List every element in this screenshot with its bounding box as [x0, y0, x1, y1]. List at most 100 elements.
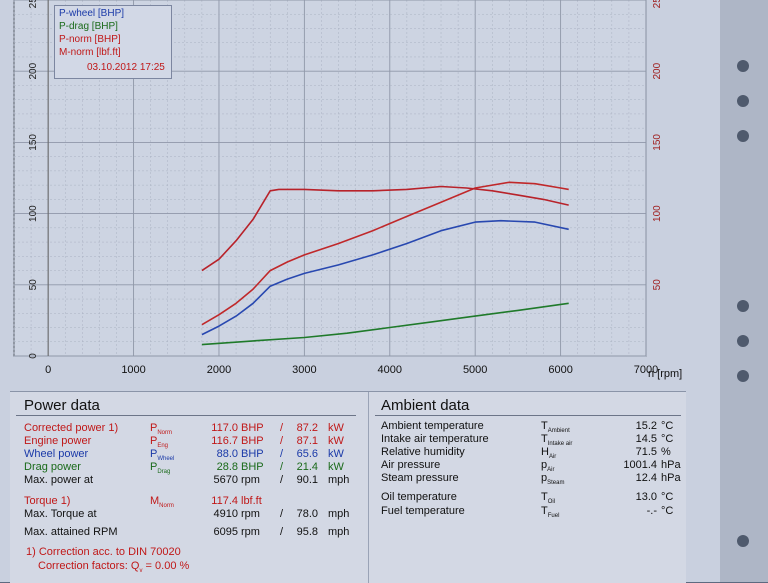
ambient-row: Intake air temperature TIntake air 14.5 °C: [369, 433, 687, 447]
power-row-symbol: PNorm: [150, 422, 172, 436]
ambient-symbol-sub: Air: [548, 454, 557, 461]
ambient-row-label: Air pressure: [381, 459, 441, 471]
power-row-label: Max. Torque at: [24, 508, 97, 520]
legend-entry-p-drag: P-drag [BHP]: [59, 21, 118, 32]
perforated-margin: [720, 0, 768, 582]
ambient-row-unit: °C: [661, 433, 674, 445]
power-row: Engine power PEng 116.7 BHP / 87.1 kW: [10, 435, 364, 449]
ambient-row-unit: °C: [661, 420, 674, 432]
data-tables: Power data Corrected power 1) PNorm 117.0 B…: [10, 391, 686, 583]
power-row-separator: /: [280, 461, 284, 473]
ambient-row-unit: °C: [661, 491, 674, 503]
power-row-unit: rpm: [241, 526, 260, 538]
power-row-separator: /: [280, 448, 284, 460]
power-row: Torque 1) MNorm 117.4 lbf.ft: [10, 495, 364, 510]
correction-factor-value: = 0.00 %: [145, 560, 190, 572]
power-row-separator: /: [280, 422, 284, 434]
power-row-value: 117.4: [211, 495, 238, 507]
ambient-row-label: Ambient temperature: [381, 420, 484, 432]
y-tick-label-left: 150: [28, 134, 39, 151]
ambient-symbol-letter: T: [541, 505, 548, 517]
ambient-header-rule: [375, 415, 681, 416]
ambient-symbol-sub: Ambient: [547, 428, 570, 435]
ambient-row-label: Fuel temperature: [381, 505, 465, 517]
ambient-row: Relative humidity HAir 71.5%: [369, 446, 687, 461]
power-row-unit-2: kW: [328, 461, 344, 473]
legend-entry-m-norm: M-norm [lbf.ft]: [59, 47, 121, 58]
y-tick-label-left: 50: [28, 279, 39, 291]
ambient-row-value: 12.4: [635, 472, 657, 484]
y-tick-label-right: 150: [652, 134, 663, 151]
ambient-symbol-letter: p: [541, 472, 548, 484]
power-row-value-2: 78.0: [296, 508, 318, 520]
power-row-unit: rpm: [241, 508, 260, 520]
perforation-hole: [737, 130, 749, 142]
chart-series: [201, 181, 569, 346]
power-symbol-sub: Drag: [157, 469, 171, 476]
perforation-hole: [737, 370, 749, 382]
ambient-symbol-letter: T: [541, 433, 548, 445]
ambient-row: Oil temperature TOil 13.0 °C: [369, 491, 687, 505]
power-row-unit-2: mph: [328, 474, 350, 486]
series-line-p-drag-bhp: [201, 302, 569, 346]
series-line-m-norm-lbf-ft: [201, 185, 569, 272]
power-row-unit: BHP: [241, 448, 264, 460]
power-row-label: Wheel power: [24, 448, 89, 460]
power-symbol-letter: P: [150, 422, 158, 434]
power-row-value-2: 21.4: [296, 461, 318, 473]
power-row-value-2: 87.2: [296, 422, 318, 434]
series-line-p-norm-bhp: [201, 181, 569, 326]
power-row-separator: /: [280, 474, 284, 486]
ambient-row-unit: %: [661, 446, 671, 458]
x-tick-label: 4000: [378, 364, 402, 376]
y-tick-label-left: 0: [28, 353, 39, 359]
x-tick-label: 0: [45, 364, 51, 376]
power-row-value: 6095: [213, 526, 238, 538]
power-row-unit-2: kW: [328, 435, 344, 447]
power-row-value-2: 65.6: [296, 448, 318, 460]
power-symbol-letter: P: [150, 461, 158, 473]
power-row-label: Corrected power 1): [24, 422, 119, 434]
power-data-panel: Power data Corrected power 1) PNorm 117.0 B…: [10, 392, 364, 583]
power-row-label: Engine power: [24, 435, 92, 447]
power-symbol-sub: Norm: [157, 430, 173, 437]
power-row-unit-2: kW: [328, 422, 344, 434]
ambient-data-title: Ambient data: [381, 397, 470, 414]
series-line-p-wheel-bhp: [201, 219, 569, 336]
ambient-row-unit: hPa: [661, 472, 681, 484]
power-symbol-sub: Norm: [159, 503, 174, 510]
power-symbol-letter: P: [150, 448, 158, 460]
perforation-hole: [737, 335, 749, 347]
ambient-row-symbol: TFuel: [541, 505, 559, 519]
ambient-row-value: 14.5: [635, 433, 657, 445]
power-row-unit-2: kW: [328, 448, 344, 460]
ambient-symbol-letter: T: [541, 420, 548, 432]
y-tick-label-left: 250: [28, 0, 39, 8]
power-row-value: 5670: [213, 474, 238, 486]
power-row-unit: rpm: [241, 474, 260, 486]
y-tick-label-right: 50: [652, 279, 663, 291]
power-row-symbol: PWheel: [150, 448, 174, 462]
ambient-row-label: Oil temperature: [381, 491, 457, 503]
power-data-title: Power data: [24, 397, 100, 414]
power-row: Max. attained RPM 6095 rpm / 95.8 mph: [10, 526, 364, 539]
ambient-row-value: 13.0: [635, 491, 657, 503]
correction-factor-row: Correction factors: Qv = 0.00 %: [38, 560, 189, 574]
power-row-value: 4910: [213, 508, 238, 520]
ambient-row-value: 71.5: [635, 446, 657, 458]
power-row-value-2: 90.1: [296, 474, 318, 486]
y-tick-label-right: 100: [652, 205, 663, 222]
power-row-separator: /: [280, 508, 284, 520]
power-row: Wheel power PWheel 88.0 BHP / 65.6 kW: [10, 448, 364, 462]
ambient-row-symbol: TIntake air: [541, 433, 572, 447]
perforation-hole: [737, 95, 749, 107]
ambient-symbol-letter: p: [541, 459, 548, 471]
ambient-data-panel: Ambient data Ambient temperature TAmbient…: [368, 392, 687, 583]
ambient-row-symbol: TOil: [541, 491, 555, 505]
x-tick-label: 1000: [121, 364, 145, 376]
power-row-label: Drag power: [24, 461, 81, 473]
power-row: Max. power at 5670 rpm / 90.1 mph: [10, 474, 364, 487]
ambient-row-symbol: pAir: [541, 459, 554, 473]
power-symbol-letter: M: [150, 495, 160, 507]
